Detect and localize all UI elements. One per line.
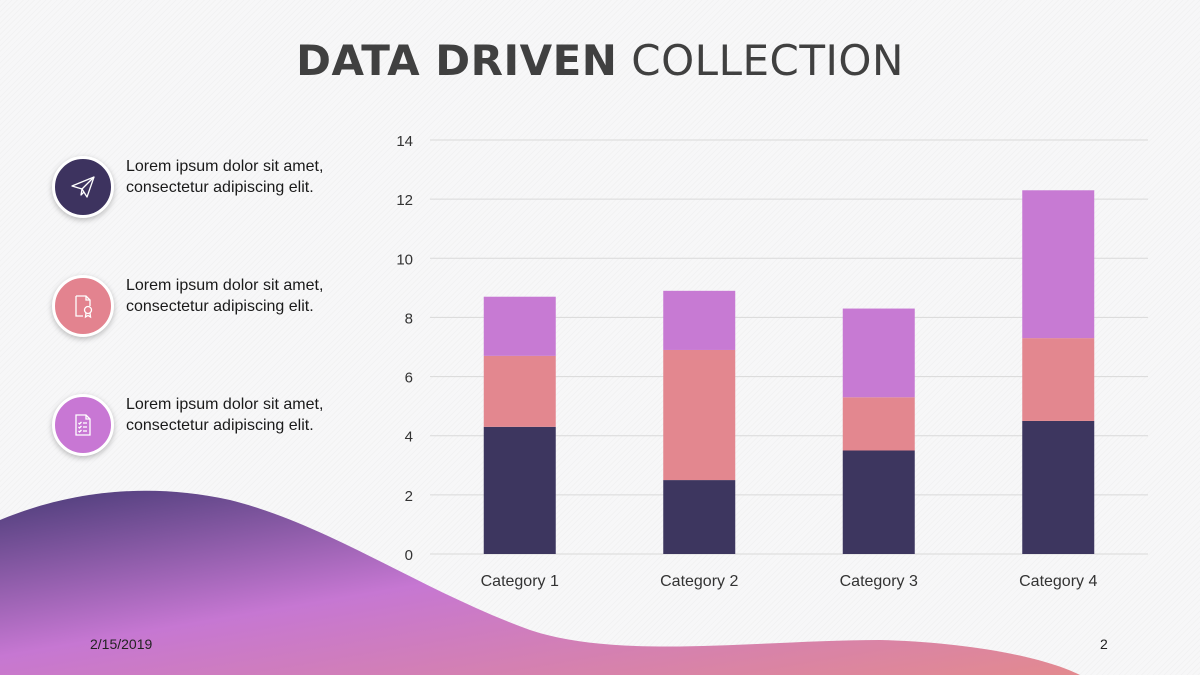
icon-circle-2: [52, 275, 114, 337]
x-tick-label: Category 2: [660, 573, 738, 590]
bullet-item-2: Lorem ipsum dolor sit amet, consectetur …: [52, 275, 332, 345]
y-tick-label: 8: [405, 310, 413, 327]
y-tick-label: 0: [405, 547, 413, 564]
icon-circle-3: [52, 394, 114, 456]
icon-circle-1: [52, 156, 114, 218]
bar-segment: [663, 480, 736, 554]
bar-segment: [1022, 420, 1095, 554]
checklist-icon: [75, 414, 91, 436]
bar-segment: [663, 290, 736, 350]
footer-date: 2/15/2019: [90, 636, 153, 652]
certificate-document-icon: [75, 295, 93, 319]
bar-segment: [483, 426, 556, 554]
page-title: DATA DRIVEN COLLECTION: [0, 36, 1200, 85]
bar-segment: [842, 450, 915, 554]
bar-segment: [483, 355, 556, 427]
title-light: COLLECTION: [631, 36, 904, 85]
y-tick-label: 2: [405, 488, 413, 505]
x-tick-label: Category 1: [481, 573, 559, 590]
y-tick-label: 6: [405, 370, 413, 387]
bullet-item-3: Lorem ipsum dolor sit amet, consectetur …: [52, 394, 332, 464]
y-tick-label: 10: [396, 251, 413, 268]
bullet-item-1: Lorem ipsum dolor sit amet, consectetur …: [52, 156, 332, 226]
bar-segment: [483, 296, 556, 356]
x-tick-label: Category 3: [840, 573, 918, 590]
paper-plane-icon: [71, 176, 95, 198]
bullet-text-2: Lorem ipsum dolor sit amet, consectetur …: [126, 277, 324, 315]
y-tick-label: 14: [396, 133, 413, 150]
y-tick-label: 4: [405, 429, 413, 446]
title-bold: DATA DRIVEN: [296, 36, 618, 85]
bar-segment: [1022, 190, 1095, 339]
bar-segment: [663, 349, 736, 481]
y-tick-label: 12: [396, 192, 413, 209]
x-tick-label: Category 4: [1019, 573, 1097, 590]
bar-segment: [842, 308, 915, 398]
bar-segment: [842, 397, 915, 451]
footer-page-number: 2: [1100, 636, 1108, 652]
bullet-text-1: Lorem ipsum dolor sit amet, consectetur …: [126, 158, 324, 196]
bullet-text-3: Lorem ipsum dolor sit amet, consectetur …: [126, 396, 324, 434]
bar-segment: [1022, 338, 1095, 421]
